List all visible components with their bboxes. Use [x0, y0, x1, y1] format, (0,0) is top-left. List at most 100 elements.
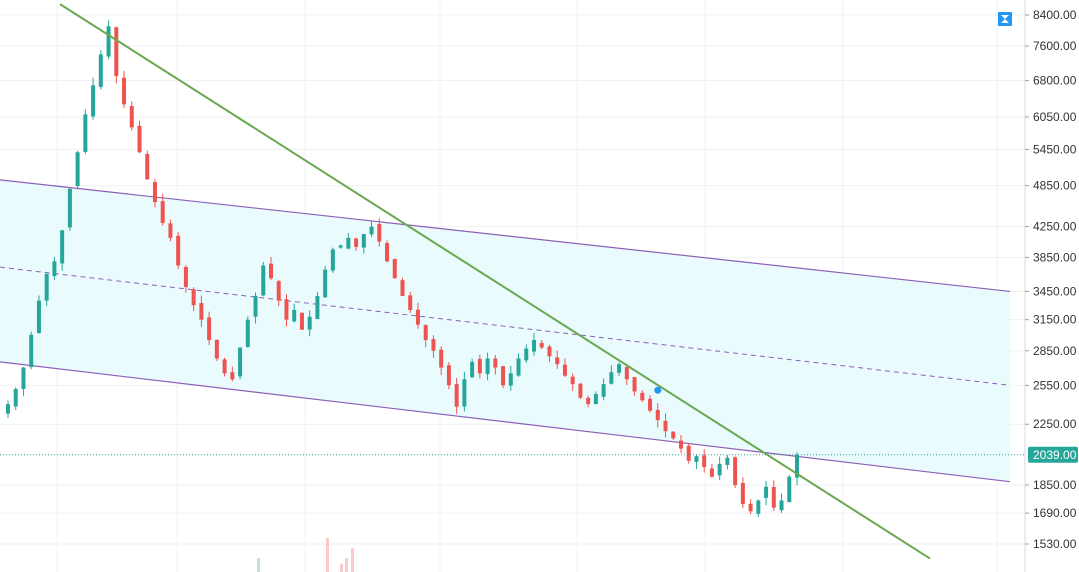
- candle-body: [415, 309, 420, 325]
- candle: [400, 277, 405, 297]
- candle: [323, 265, 328, 298]
- candle-body: [408, 295, 413, 310]
- candle-body: [346, 237, 351, 249]
- candle-body: [524, 348, 529, 361]
- volume-bars: [257, 538, 354, 572]
- candle-body: [222, 359, 227, 374]
- candle: [709, 463, 714, 478]
- candle: [493, 355, 498, 375]
- candle-body: [771, 486, 776, 508]
- candle: [52, 257, 57, 280]
- price-tick-label: 3850.00: [1033, 250, 1077, 264]
- candle: [207, 311, 212, 346]
- price-axis[interactable]: 8400.00 7600.00 6800.00 6050.00 5450.00 4850.…: [1025, 8, 1077, 551]
- candle-body: [532, 340, 536, 352]
- candle-body: [570, 376, 575, 385]
- candle: [245, 316, 250, 348]
- candle: [261, 261, 266, 297]
- candle: [632, 376, 637, 396]
- candle: [83, 109, 88, 155]
- candle-body: [795, 454, 799, 478]
- candle: [299, 312, 304, 330]
- candle: [392, 258, 397, 279]
- candle: [454, 378, 459, 414]
- candle-body: [191, 289, 196, 306]
- candle-body: [67, 188, 72, 228]
- candle-body: [52, 261, 57, 277]
- candle-body: [671, 431, 676, 439]
- candle: [439, 346, 444, 376]
- candle-body: [13, 388, 18, 407]
- candle-body: [168, 223, 173, 238]
- volume-bar: [257, 558, 260, 572]
- candle-body: [299, 312, 304, 330]
- candle: [624, 366, 629, 385]
- candle-body: [75, 152, 80, 187]
- candle: [462, 371, 467, 412]
- candle: [67, 187, 72, 231]
- candle-body: [261, 265, 266, 296]
- volume-bar: [345, 558, 348, 572]
- candle-body: [36, 300, 41, 334]
- candle: [485, 352, 490, 381]
- candle: [640, 390, 645, 403]
- candle-body: [361, 234, 366, 248]
- volume-bar: [351, 548, 354, 572]
- candle: [98, 50, 103, 90]
- candle-body: [238, 347, 243, 377]
- candle: [617, 362, 622, 376]
- trendline[interactable]: [59, 3, 931, 560]
- candle: [609, 365, 614, 385]
- candle: [183, 265, 188, 293]
- candle: [562, 358, 567, 378]
- candle: [702, 449, 707, 473]
- last-price-badge: [1028, 446, 1078, 463]
- candle-body: [640, 392, 645, 401]
- candle-body: [29, 334, 34, 368]
- candle-body: [632, 377, 637, 392]
- candle: [361, 233, 366, 254]
- channel-lower-line[interactable]: [0, 361, 1011, 483]
- last-price-label: 2039.00: [1028, 446, 1078, 463]
- candle: [168, 219, 173, 242]
- candle: [222, 357, 227, 377]
- candle-body: [91, 85, 96, 117]
- candle: [524, 344, 529, 363]
- price-tick-label: 1530.00: [1033, 537, 1077, 551]
- candle: [29, 331, 34, 370]
- candle: [532, 332, 536, 356]
- candle-body: [400, 280, 405, 296]
- candle: [508, 365, 513, 391]
- candle-body: [276, 281, 281, 301]
- candle: [137, 120, 142, 154]
- candle: [431, 335, 436, 358]
- candle: [44, 272, 49, 306]
- candle: [284, 294, 289, 327]
- candle-body: [354, 238, 359, 248]
- candle-body: [60, 230, 65, 264]
- candle: [377, 218, 382, 247]
- collapse-icon[interactable]: [998, 12, 1012, 26]
- candle: [253, 292, 258, 324]
- candle: [6, 400, 10, 418]
- candle-body: [516, 358, 521, 376]
- candle-body: [230, 372, 235, 380]
- candle-body: [717, 463, 722, 476]
- candle: [771, 480, 776, 512]
- candle: [152, 178, 157, 208]
- candle-body: [578, 383, 583, 398]
- candle-body: [292, 309, 297, 322]
- candle: [501, 365, 506, 389]
- candle-body: [740, 482, 745, 505]
- candle-body: [446, 365, 451, 386]
- candle-body: [284, 299, 289, 320]
- marker-dot[interactable]: [654, 386, 662, 394]
- candle: [276, 279, 281, 307]
- last-price-value: 2039.00: [1033, 448, 1077, 462]
- channel-upper-line[interactable]: [0, 179, 1011, 293]
- candle: [230, 366, 235, 382]
- channel-middle-line[interactable]: [0, 266, 1011, 386]
- candle-body: [323, 269, 328, 298]
- candle-body: [423, 325, 428, 341]
